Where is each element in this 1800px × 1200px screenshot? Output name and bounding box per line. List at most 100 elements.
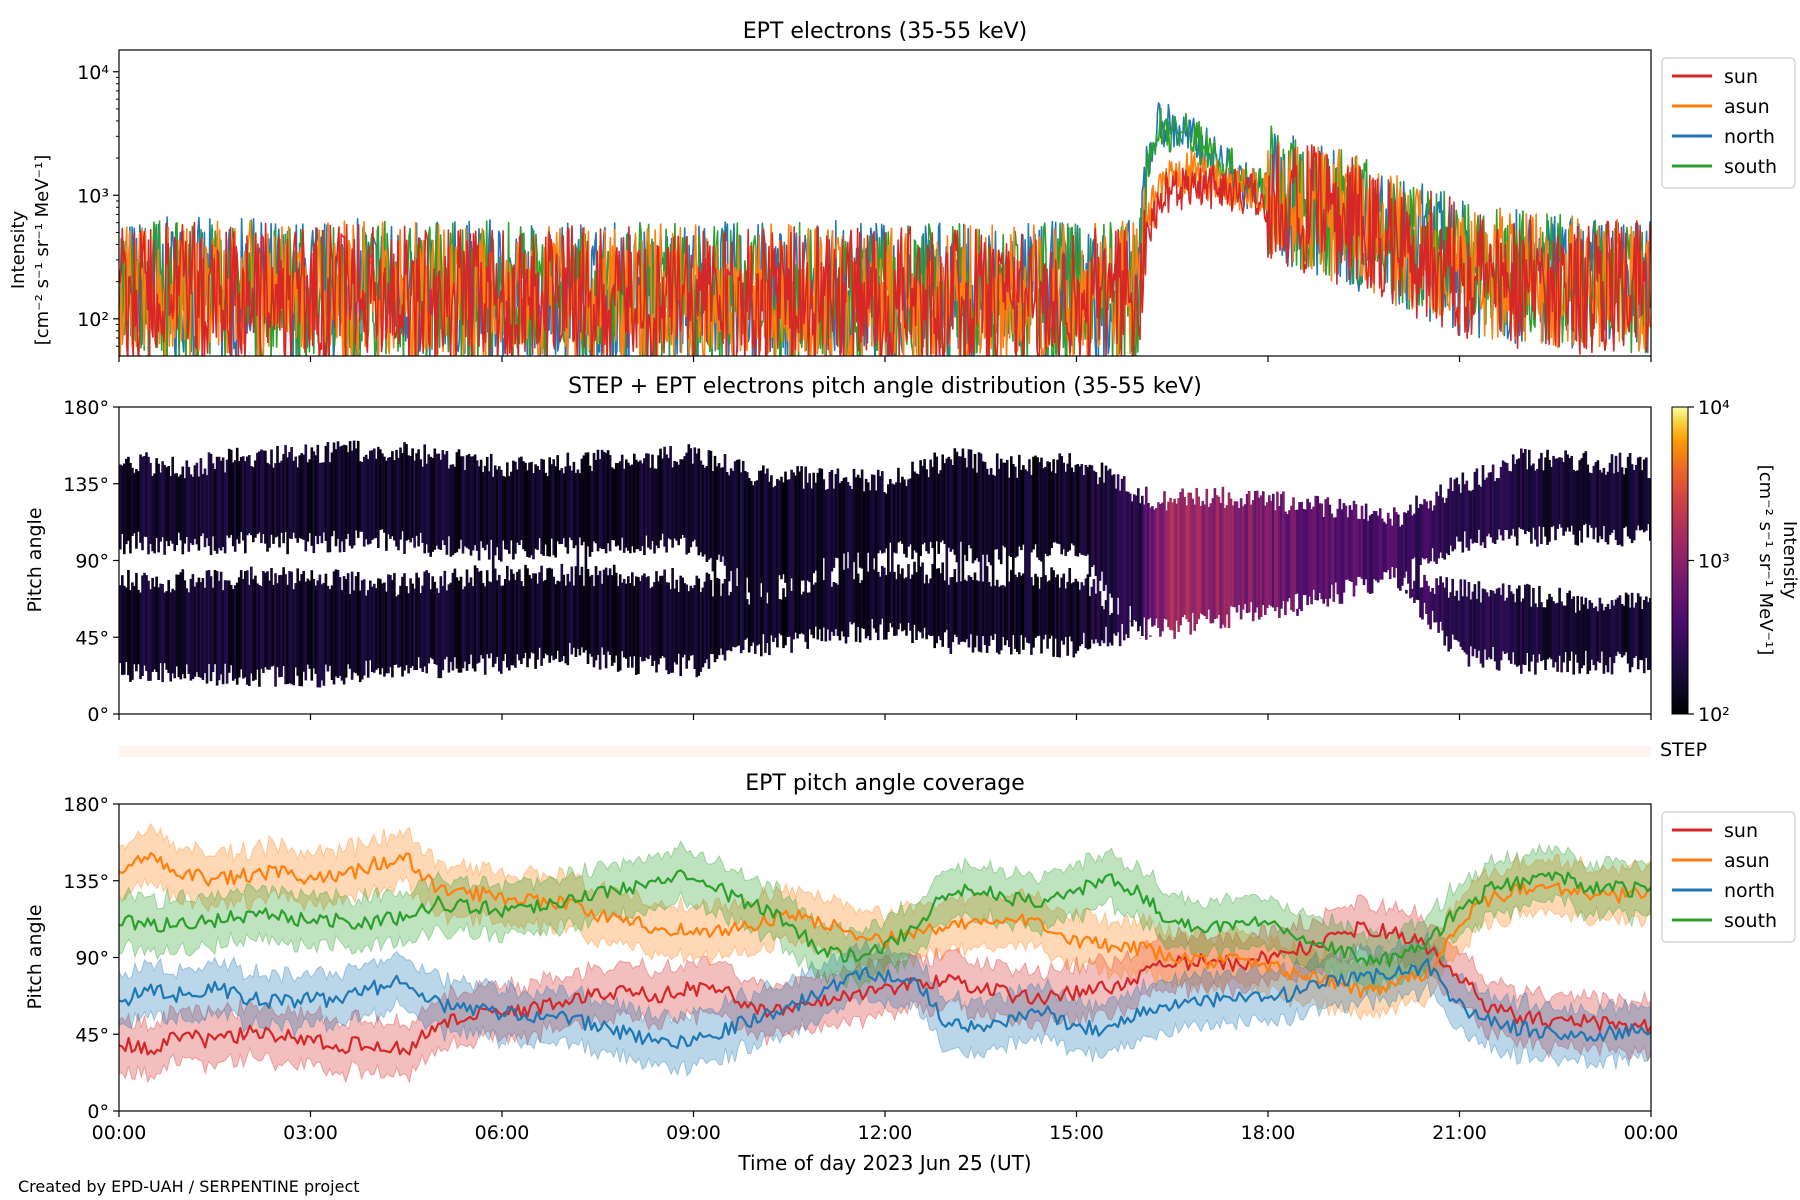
heatmap-cell	[356, 440, 360, 538]
heatmap-cell	[1382, 521, 1386, 572]
heatmap-cell	[209, 453, 213, 556]
heatmap-cell	[574, 566, 578, 657]
heatmap-cell	[254, 460, 257, 538]
heatmap-cell	[1274, 510, 1277, 612]
heatmap-cell	[360, 462, 364, 532]
heatmap-cell	[1590, 473, 1594, 528]
heatmap-cell	[1110, 475, 1114, 598]
heatmap-cell	[379, 449, 382, 530]
heatmap-cell	[858, 583, 862, 643]
heatmap-cell	[776, 479, 779, 648]
heatmap-cell	[760, 596, 763, 657]
heatmap-cell	[153, 586, 156, 670]
heatmap-cell	[772, 487, 775, 642]
heatmap-cell	[1431, 588, 1434, 611]
heatmap-cell	[516, 469, 519, 543]
heatmap-cell	[377, 446, 380, 548]
heatmap-cell	[266, 571, 269, 670]
heatmap-cell	[1310, 509, 1313, 605]
heatmap-cell	[1520, 601, 1523, 674]
heatmap-cell	[1481, 465, 1485, 543]
heatmap-cell	[213, 469, 217, 551]
heatmap-cell	[123, 585, 126, 675]
heatmap-cell	[407, 593, 410, 674]
heatmap-cell	[1145, 486, 1148, 640]
heatmap-cell	[663, 446, 666, 547]
heatmap-cell	[899, 573, 902, 624]
heatmap-cell	[441, 450, 445, 541]
heatmap-cell	[774, 485, 777, 638]
heatmap-cell	[1562, 605, 1565, 663]
heatmap-cell	[907, 564, 910, 623]
heatmap-cell	[1479, 602, 1483, 664]
heatmap-cell	[1536, 468, 1539, 547]
heatmap-cell	[1596, 460, 1600, 543]
heatmap-cell	[1469, 599, 1473, 647]
heatmap-cell	[709, 450, 713, 558]
heatmap-cell	[344, 579, 348, 678]
heatmap-cell	[552, 459, 556, 556]
heatmap-cell	[250, 466, 253, 536]
heatmap-cell	[1080, 582, 1084, 645]
heatmap-cell	[822, 580, 826, 628]
heatmap-cell	[1098, 591, 1102, 647]
heatmap-cell	[352, 590, 356, 673]
heatmap-cell	[937, 473, 941, 554]
heatmap-cell	[889, 571, 892, 624]
heatmap-cell	[485, 457, 489, 545]
heatmap-cell	[1356, 518, 1360, 577]
heatmap-cell	[308, 580, 312, 669]
heatmap-cell	[1197, 496, 1201, 620]
heatmap-cell	[129, 462, 132, 554]
heatmap-cell	[721, 467, 725, 557]
heatmap-cell	[211, 463, 215, 537]
heatmap-cell	[179, 474, 183, 541]
heatmap-cell	[1040, 577, 1043, 654]
heatmap-cell	[141, 456, 144, 551]
heatmap-cell	[405, 586, 408, 666]
heatmap-cell	[417, 449, 420, 547]
heatmap-cell	[225, 459, 229, 536]
heatmap-cell	[366, 459, 370, 545]
heatmap-cell	[288, 571, 291, 684]
heatmap-cell	[306, 462, 310, 542]
heatmap-cell	[572, 585, 576, 648]
heatmap-cell	[862, 491, 866, 629]
heatmap-cell	[447, 584, 451, 673]
heatmap-cell	[1233, 501, 1237, 608]
heatmap-cell	[909, 578, 912, 631]
heatmap-cell	[211, 587, 215, 672]
heatmap-cell	[1505, 463, 1509, 531]
heatmap-cell	[399, 585, 402, 667]
heatmap-cell	[836, 584, 840, 636]
legend-label-south: south	[1724, 156, 1777, 178]
heatmap-cell	[1266, 502, 1269, 609]
heatmap-cell	[653, 468, 656, 554]
heatmap-cell	[1189, 492, 1193, 635]
heatmap-cell	[1636, 593, 1640, 670]
heatmap-cell	[1354, 504, 1358, 586]
heatmap-cell	[715, 577, 719, 659]
heatmap-cell	[1610, 600, 1614, 675]
heatmap-cell	[1022, 573, 1025, 650]
heatmap-cell	[258, 451, 261, 533]
heatmap-cell	[778, 599, 781, 634]
heatmap-cell	[1570, 455, 1574, 526]
heatmap-cell	[1296, 509, 1299, 594]
heatmap-cell	[907, 479, 910, 547]
heatmap-cell	[242, 579, 245, 679]
heatmap-cell	[508, 476, 511, 554]
heatmap-cell	[814, 582, 818, 627]
heatmap-cell	[1465, 480, 1469, 548]
heatmap-cell	[415, 453, 418, 536]
heatmap-cell	[449, 582, 453, 662]
heatmap-cell	[437, 453, 441, 550]
heatmap-cell	[985, 468, 989, 555]
heatmap-cell	[1612, 473, 1616, 530]
heatmap-cell	[1645, 457, 1648, 531]
heatmap-cell	[1477, 484, 1481, 530]
heatmap-cell	[564, 585, 568, 664]
heatmap-cell	[362, 456, 366, 547]
heatmap-cell	[1060, 456, 1064, 555]
